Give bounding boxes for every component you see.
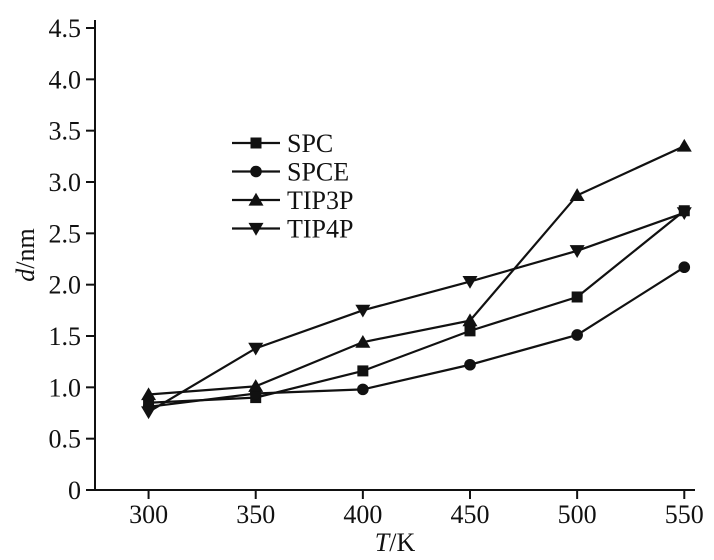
y-tick-label: 1.5 bbox=[49, 322, 82, 351]
marker-triangle-up bbox=[569, 188, 585, 201]
marker-triangle-down bbox=[355, 304, 371, 318]
marker-circle bbox=[678, 261, 691, 274]
marker-triangle-down bbox=[248, 222, 264, 236]
y-axis-ticks: 0 0.5 1.0 1.5 2.0 2.5 3.0 3.5 4.0 4.5 bbox=[49, 14, 95, 505]
x-tick-label: 450 bbox=[451, 500, 490, 529]
marker-circle bbox=[464, 358, 476, 371]
legend-label: SPC bbox=[287, 129, 333, 158]
marker-square bbox=[571, 291, 583, 303]
legend-item-spce: SPCE bbox=[232, 158, 349, 187]
x-tick-label: 550 bbox=[665, 500, 704, 529]
marker-triangle-up bbox=[676, 138, 692, 152]
marker-square bbox=[357, 365, 369, 377]
y-axis-label: d/nm bbox=[11, 228, 41, 281]
x-tick-label: 500 bbox=[558, 500, 597, 529]
marker-circle bbox=[250, 165, 262, 178]
x-axis-label-unit: /K bbox=[389, 528, 416, 557]
marker-triangle-up bbox=[355, 334, 371, 348]
marker-circle bbox=[357, 383, 369, 396]
x-axis-label: T/K bbox=[95, 528, 695, 558]
legend-item-tip4p: TIP4P bbox=[232, 215, 353, 244]
legend-label: TIP3P bbox=[287, 186, 353, 215]
marker-triangle-down bbox=[676, 207, 692, 220]
series-spce bbox=[142, 261, 691, 413]
y-tick-label: 3.5 bbox=[49, 117, 82, 146]
marker-triangle-up bbox=[248, 192, 264, 206]
x-tick-label: 350 bbox=[236, 500, 275, 529]
series-line bbox=[148, 209, 685, 404]
marker-triangle-down bbox=[248, 342, 264, 356]
marker-square bbox=[250, 137, 262, 149]
y-axis-label-unit: /nm bbox=[11, 228, 40, 269]
marker-triangle-down bbox=[462, 275, 478, 289]
marker-triangle-up bbox=[248, 379, 264, 392]
y-tick-label: 1.0 bbox=[49, 373, 82, 402]
axis-lines bbox=[94, 20, 695, 491]
series-tip4p bbox=[141, 207, 692, 420]
y-tick-label: 4.0 bbox=[49, 65, 82, 94]
series-tip3p bbox=[141, 138, 692, 401]
legend-label: TIP4P bbox=[287, 215, 353, 244]
series-line bbox=[148, 211, 685, 413]
y-tick-label: 3.0 bbox=[49, 168, 82, 197]
marker-triangle-down bbox=[569, 245, 585, 258]
x-tick-label: 400 bbox=[343, 500, 382, 529]
y-axis-label-variable: d bbox=[11, 268, 40, 282]
y-tick-label: 0.5 bbox=[49, 425, 82, 454]
series-line bbox=[148, 266, 685, 408]
y-tick-label: 2.5 bbox=[49, 219, 82, 248]
x-tick-label: 300 bbox=[129, 500, 168, 529]
y-tick-label: 4.5 bbox=[49, 14, 82, 43]
legend-item-tip3p: TIP3P bbox=[232, 186, 353, 215]
legend-label: SPCE bbox=[287, 158, 349, 187]
axes bbox=[94, 20, 695, 491]
marker-circle bbox=[571, 329, 583, 341]
x-axis-ticks: 300 350 400 450 500 550 bbox=[129, 490, 704, 529]
marker-triangle-up bbox=[462, 313, 478, 327]
y-tick-label: 0 bbox=[68, 476, 81, 505]
marker-square bbox=[464, 325, 476, 337]
y-tick-label: 2.0 bbox=[49, 271, 82, 300]
x-axis-label-variable: T bbox=[374, 528, 390, 557]
series-line bbox=[148, 145, 685, 396]
marker-triangle-down bbox=[141, 406, 157, 420]
legend-item-spc: SPC bbox=[232, 129, 333, 158]
marker-triangle-up bbox=[141, 387, 157, 401]
